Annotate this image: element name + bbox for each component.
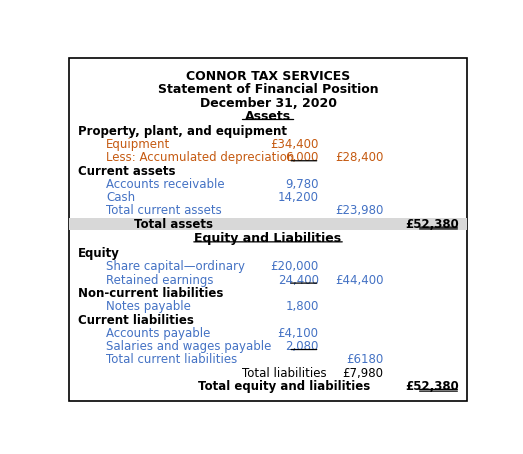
FancyBboxPatch shape: [70, 218, 467, 230]
Text: Assets: Assets: [245, 110, 291, 123]
Text: Current assets: Current assets: [77, 165, 175, 178]
Text: Property, plant, and equipment: Property, plant, and equipment: [77, 125, 287, 138]
Text: Total current liabilities: Total current liabilities: [106, 353, 237, 366]
Text: Equipment: Equipment: [106, 138, 170, 151]
Text: Retained earnings: Retained earnings: [106, 274, 213, 286]
Text: £44,400: £44,400: [335, 274, 383, 286]
Text: 14,200: 14,200: [278, 191, 319, 204]
Text: £20,000: £20,000: [270, 261, 319, 273]
Text: £34,400: £34,400: [270, 138, 319, 151]
Text: CONNOR TAX SERVICES: CONNOR TAX SERVICES: [186, 70, 350, 83]
Text: £28,400: £28,400: [335, 151, 383, 164]
Text: Equity and Liabilities: Equity and Liabilities: [195, 232, 342, 246]
Text: Current liabilities: Current liabilities: [77, 314, 194, 326]
Text: December 31, 2020: December 31, 2020: [200, 97, 336, 110]
Text: £6180: £6180: [346, 353, 383, 366]
Text: 9,780: 9,780: [285, 178, 319, 191]
Text: £4,100: £4,100: [278, 327, 319, 340]
Text: 1,800: 1,800: [286, 300, 319, 313]
Text: Total equity and liabilities: Total equity and liabilities: [198, 380, 370, 393]
Text: £52,380: £52,380: [406, 380, 459, 393]
Text: 6,000: 6,000: [286, 151, 319, 164]
Text: Total liabilities: Total liabilities: [242, 367, 326, 380]
Text: Less: Accumulated depreciation: Less: Accumulated depreciation: [106, 151, 294, 164]
Text: Accounts payable: Accounts payable: [106, 327, 210, 340]
Text: Total current assets: Total current assets: [106, 204, 222, 217]
Text: Accounts receivable: Accounts receivable: [106, 178, 224, 191]
FancyBboxPatch shape: [70, 58, 467, 400]
Text: £23,980: £23,980: [335, 204, 383, 217]
Text: £7,980: £7,980: [343, 367, 383, 380]
Text: Equity: Equity: [77, 247, 119, 260]
Text: Cash: Cash: [106, 191, 135, 204]
Text: Share capital—ordinary: Share capital—ordinary: [106, 261, 245, 273]
Text: Statement of Financial Position: Statement of Financial Position: [158, 84, 378, 97]
Text: £52,380: £52,380: [406, 218, 459, 231]
Text: Total assets: Total assets: [134, 218, 213, 231]
Text: Salaries and wages payable: Salaries and wages payable: [106, 340, 271, 353]
Text: Notes payable: Notes payable: [106, 300, 191, 313]
Text: Non-current liabilities: Non-current liabilities: [77, 287, 223, 300]
Text: 2,080: 2,080: [286, 340, 319, 353]
Text: 24,400: 24,400: [278, 274, 319, 286]
